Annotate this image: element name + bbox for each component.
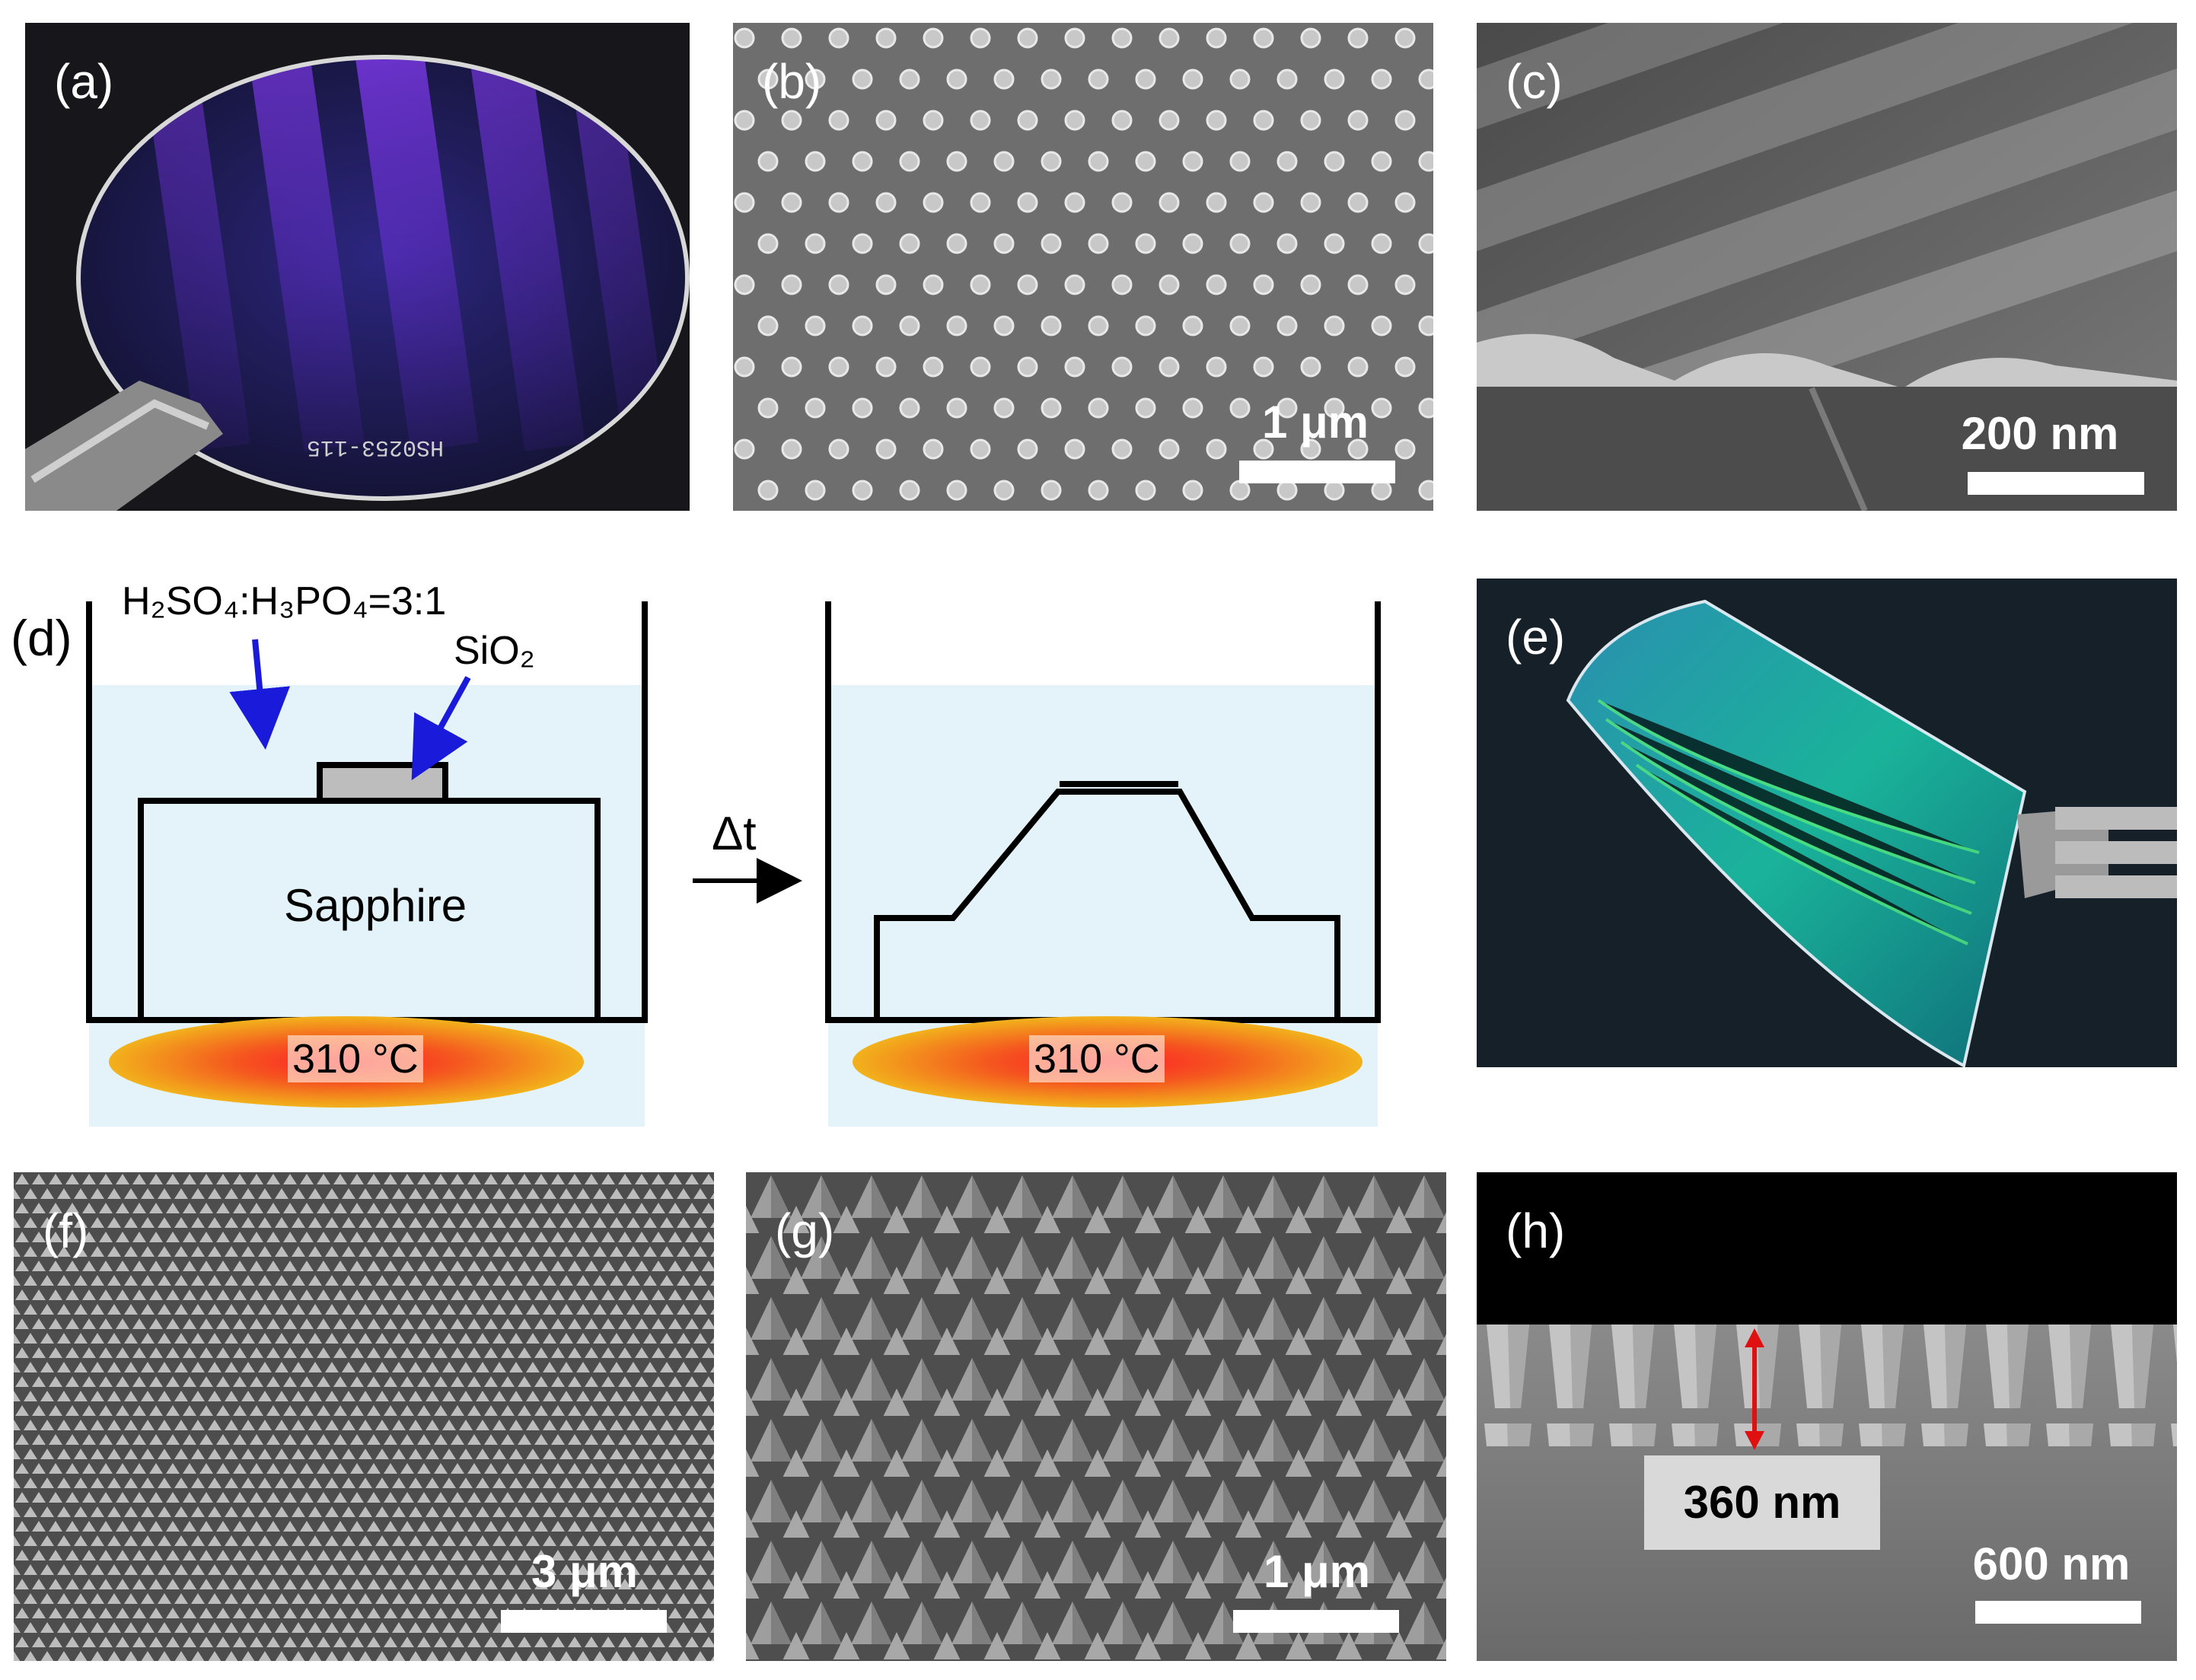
etching-schematic xyxy=(86,601,1381,1127)
scale-bar-label-f: 3 μm xyxy=(531,1546,639,1597)
panel-c-sem: (c) 200 nm xyxy=(1477,23,2177,511)
panel-g-sem: (g) 1 μm xyxy=(746,1172,1446,1661)
scale-bar-g xyxy=(1233,1610,1399,1633)
mask-arrow xyxy=(411,676,471,781)
panel-b-sem: (b) 1 μm xyxy=(733,23,1433,511)
panel-label-e: (e) xyxy=(1506,610,1566,665)
dot-array xyxy=(733,23,1433,511)
panel-label-h: (h) xyxy=(1506,1203,1566,1258)
scale-bar-label-b: 1 μm xyxy=(1261,397,1369,448)
cross-section-illustration xyxy=(1477,23,2177,511)
film-illustration xyxy=(1477,579,2177,1067)
wafer-illustration xyxy=(25,23,690,511)
scale-bar-b xyxy=(1239,461,1395,483)
cone-cross-section xyxy=(1477,1172,2177,1661)
scale-bar-h xyxy=(1975,1601,2141,1624)
scale-bar-label-c: 200 nm xyxy=(1961,408,2119,459)
scale-bar-c xyxy=(1968,472,2144,495)
temp-label-right: 310 °C xyxy=(1029,1035,1165,1082)
panel-label-f: (f) xyxy=(43,1203,89,1258)
etched-sapphire xyxy=(874,789,1340,1023)
etchant-label: H₂SO₄:H₃PO₄=3:1 xyxy=(122,579,447,623)
cone-array-topview xyxy=(14,1172,714,1661)
scale-bar-label-g: 1 μm xyxy=(1263,1546,1371,1597)
panel-label-d: (d) xyxy=(11,610,72,666)
panel-f-sem: (f) 3 μm xyxy=(14,1172,714,1661)
panel-label-c: (c) xyxy=(1506,54,1563,109)
scale-bar-label-h: 600 nm xyxy=(1972,1538,2131,1589)
mask-label: SiO₂ xyxy=(454,629,535,673)
panel-label-g: (g) xyxy=(775,1203,835,1258)
sio2-mask xyxy=(317,762,448,804)
substrate-label: Sapphire xyxy=(284,880,467,931)
panel-label-a: (a) xyxy=(54,54,114,109)
panel-h-sem: 360 nm (h) 600 nm xyxy=(1477,1172,2177,1661)
panel-a-photo: HS0253-115 (a) xyxy=(25,23,690,511)
etchant-arrow xyxy=(229,639,291,750)
temp-label-left: 310 °C xyxy=(288,1035,423,1082)
time-step-label: Δt xyxy=(712,808,757,860)
panel-d-schematic: (d) H₂SO₄:H₃PO₄=3:1 SiO₂ Sapphire Δt 310… xyxy=(0,563,1401,1127)
panel-e-photo: (e) xyxy=(1477,579,2177,1067)
panel-label-b: (b) xyxy=(762,54,822,109)
cone-array-tilted xyxy=(746,1172,1446,1661)
scale-bar-f xyxy=(501,1610,667,1633)
height-annotation: 360 nm xyxy=(1644,1455,1880,1550)
wafer-engraving: HS0253-115 xyxy=(307,434,445,460)
